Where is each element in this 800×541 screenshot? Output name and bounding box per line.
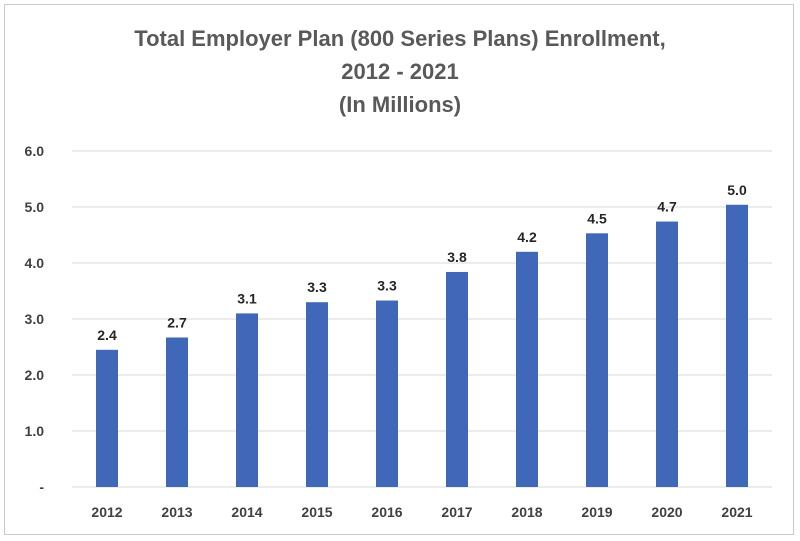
- y-tick-label: 3.0: [25, 311, 45, 327]
- x-tick-label: 2017: [441, 504, 472, 520]
- x-tick-label: 2018: [511, 504, 542, 520]
- x-tick-label: 2013: [161, 504, 192, 520]
- x-tick-label: 2020: [651, 504, 682, 520]
- y-tick-label: -: [39, 479, 44, 495]
- data-label-2016: 3.3: [377, 278, 397, 294]
- chart-title-line-1: Total Employer Plan (800 Series Plans) E…: [134, 26, 666, 51]
- bar-2019: [586, 233, 608, 487]
- x-tick-label: 2012: [91, 504, 122, 520]
- x-tick-label: 2014: [231, 504, 262, 520]
- bar-2012: [96, 349, 118, 487]
- y-tick-label: 6.0: [25, 143, 45, 159]
- bar-2013: [166, 337, 188, 487]
- y-tick-label: 1.0: [25, 423, 45, 439]
- y-tick-label: 2.0: [25, 367, 45, 383]
- bar-2015: [306, 302, 328, 487]
- x-tick-label: 2015: [301, 504, 332, 520]
- y-tick-label: 4.0: [25, 255, 45, 271]
- data-label-2017: 3.8: [447, 249, 467, 265]
- x-tick-label: 2021: [721, 504, 752, 520]
- bar-2017: [446, 271, 468, 487]
- data-label-2014: 3.1: [237, 290, 257, 306]
- x-tick-label: 2016: [371, 504, 402, 520]
- chart-title-line-2: 2012 - 2021: [341, 59, 459, 84]
- data-label-2020: 4.7: [657, 199, 677, 215]
- data-label-2013: 2.7: [167, 314, 187, 330]
- data-label-2012: 2.4: [97, 327, 117, 343]
- bar-2021: [726, 204, 748, 487]
- y-tick-label: 5.0: [25, 199, 45, 215]
- x-tick-label: 2019: [581, 504, 612, 520]
- data-label-2018: 4.2: [517, 229, 537, 245]
- data-label-2021: 5.0: [727, 182, 747, 198]
- bar-2016: [376, 300, 398, 487]
- bar-2014: [236, 313, 258, 487]
- chart-title: Total Employer Plan (800 Series Plans) E…: [0, 22, 800, 121]
- bar-2018: [516, 251, 538, 487]
- data-label-2015: 3.3: [307, 279, 327, 295]
- bar-2020: [656, 221, 678, 487]
- chart-title-line-3: (In Millions): [338, 92, 462, 117]
- data-label-2019: 4.5: [587, 210, 607, 226]
